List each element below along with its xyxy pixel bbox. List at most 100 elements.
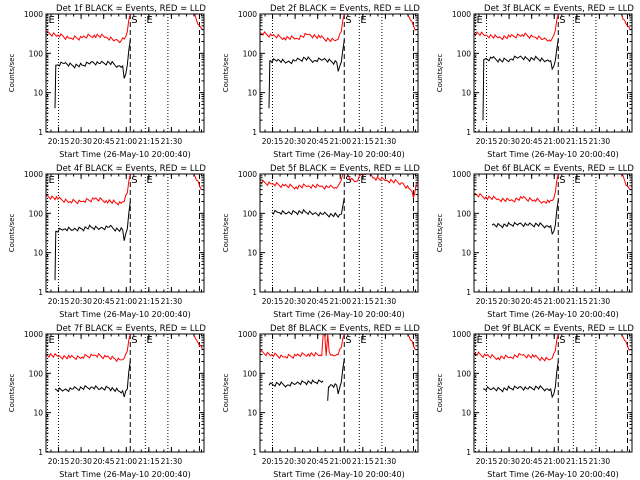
y-tick-label: 1 — [38, 448, 43, 457]
x-tick-label: 20:15 — [48, 137, 70, 146]
marker-label: S — [131, 15, 137, 26]
series-lld — [193, 334, 203, 350]
y-tick-label: 10 — [461, 89, 471, 98]
panel-det-1: Det 1f BLACK = Events, RED = LLD Counts/s… — [8, 4, 206, 159]
y-tick-label: 1 — [466, 288, 471, 297]
x-tick-label: 20:45 — [93, 137, 115, 146]
series-events — [483, 360, 559, 399]
x-tick-label: 21:00 — [329, 137, 351, 146]
x-tick-label: 20:30 — [284, 457, 306, 466]
x-tick-label: 21:30 — [589, 137, 611, 146]
series-events — [54, 360, 131, 398]
x-tick-label: 20:15 — [48, 457, 70, 466]
y-tick-label: 1 — [38, 128, 43, 137]
panel-title: Det 9f BLACK = Events, RED = LLD — [484, 324, 634, 334]
x-tick-label: 20:30 — [498, 297, 520, 306]
series-lld — [260, 14, 345, 43]
marker-label: S — [345, 175, 351, 186]
y-tick-label: 100 — [29, 369, 44, 378]
marker-label: S — [131, 335, 137, 346]
series-lld — [407, 14, 417, 31]
y-tick-label: 10 — [33, 409, 43, 418]
series-lld — [621, 334, 631, 351]
plot-frame — [473, 13, 633, 133]
x-tick-label: 21:00 — [115, 297, 137, 306]
x-tick-label: 21:30 — [161, 297, 183, 306]
x-tick-label: 21:00 — [543, 297, 565, 306]
series-lld — [474, 174, 559, 205]
y-axis-label: Counts/sec — [222, 374, 230, 413]
series-lld — [260, 174, 417, 198]
y-tick-label: 1 — [466, 448, 471, 457]
marker-label: E — [146, 175, 152, 186]
y-tick-label: 1000 — [238, 170, 257, 179]
series-lld — [193, 174, 203, 191]
marker-label: E — [477, 335, 483, 346]
marker-label: E — [49, 335, 55, 346]
x-tick-label: 20:15 — [476, 457, 498, 466]
marker-label: E — [49, 15, 55, 26]
panel-det-2: Det 2f BLACK = Events, RED = LLD Counts/s… — [222, 4, 420, 159]
x-tick-label: 20:45 — [521, 297, 543, 306]
x-tick-label: 20:15 — [262, 457, 284, 466]
x-tick-label: 20:30 — [498, 457, 520, 466]
x-axis-label: Start Time (26-May-10 20:00:40) — [273, 150, 404, 159]
x-tick-label: 21:15 — [352, 137, 374, 146]
y-axis-label: Counts/sec — [8, 214, 16, 253]
x-tick-label: 21:15 — [566, 457, 588, 466]
y-tick-label: 10 — [461, 409, 471, 418]
y-tick-label: 1000 — [24, 330, 43, 339]
series-lld — [621, 174, 631, 191]
x-tick-label: 21:15 — [138, 137, 160, 146]
panel-title: Det 5f BLACK = Events, RED = LLD — [270, 164, 420, 174]
x-tick-label: 21:30 — [161, 457, 183, 466]
panel-title: Det 2f BLACK = Events, RED = LLD — [270, 4, 420, 14]
x-axis-label: Start Time (26-May-10 20:00:40) — [273, 310, 404, 319]
x-tick-label: 20:45 — [307, 137, 329, 146]
x-tick-label: 21:00 — [329, 457, 351, 466]
x-tick-label: 21:30 — [589, 297, 611, 306]
y-tick-label: 1 — [252, 128, 257, 137]
x-tick-label: 21:15 — [138, 457, 160, 466]
y-tick-label: 100 — [457, 369, 472, 378]
x-tick-label: 21:30 — [161, 137, 183, 146]
x-axis-label: Start Time (26-May-10 20:00:40) — [487, 470, 618, 479]
y-tick-label: 100 — [243, 209, 258, 218]
y-tick-label: 100 — [29, 209, 44, 218]
series-events — [491, 199, 559, 236]
x-tick-label: 20:30 — [284, 297, 306, 306]
y-tick-label: 1000 — [238, 330, 257, 339]
series-lld — [621, 14, 631, 30]
x-axis-label: Start Time (26-May-10 20:00:40) — [59, 470, 190, 479]
y-tick-label: 100 — [457, 209, 472, 218]
plot-frame — [45, 13, 205, 133]
y-tick-label: 1000 — [238, 10, 257, 19]
panel-title: Det 3f BLACK = Events, RED = LLD — [484, 4, 634, 14]
marker-label: E — [574, 175, 580, 186]
series-events — [327, 359, 345, 401]
panel-title: Det 7f BLACK = Events, RED = LLD — [56, 324, 206, 334]
y-tick-label: 1 — [252, 448, 257, 457]
series-events — [268, 39, 345, 109]
y-tick-label: 1000 — [452, 330, 471, 339]
y-tick-label: 1 — [38, 288, 43, 297]
y-tick-label: 1 — [466, 128, 471, 137]
x-tick-label: 21:30 — [375, 457, 397, 466]
y-axis-label: Counts/sec — [436, 214, 444, 253]
x-tick-label: 21:15 — [566, 137, 588, 146]
series-events — [54, 201, 131, 281]
y-axis-label: Counts/sec — [8, 374, 16, 413]
x-tick-label: 20:45 — [307, 457, 329, 466]
marker-label: E — [49, 175, 55, 186]
panel-det-8: Det 8f BLACK = Events, RED = LLD Counts/s… — [222, 324, 420, 479]
panel-title: Det 8f BLACK = Events, RED = LLD — [270, 324, 420, 334]
x-tick-label: 20:15 — [476, 137, 498, 146]
y-tick-label: 10 — [33, 89, 43, 98]
x-tick-label: 21:15 — [352, 297, 374, 306]
plot-frame — [259, 173, 419, 293]
y-tick-label: 100 — [243, 369, 258, 378]
panel-det-7: Det 7f BLACK = Events, RED = LLD Counts/s… — [8, 324, 206, 479]
x-tick-label: 20:45 — [93, 297, 115, 306]
